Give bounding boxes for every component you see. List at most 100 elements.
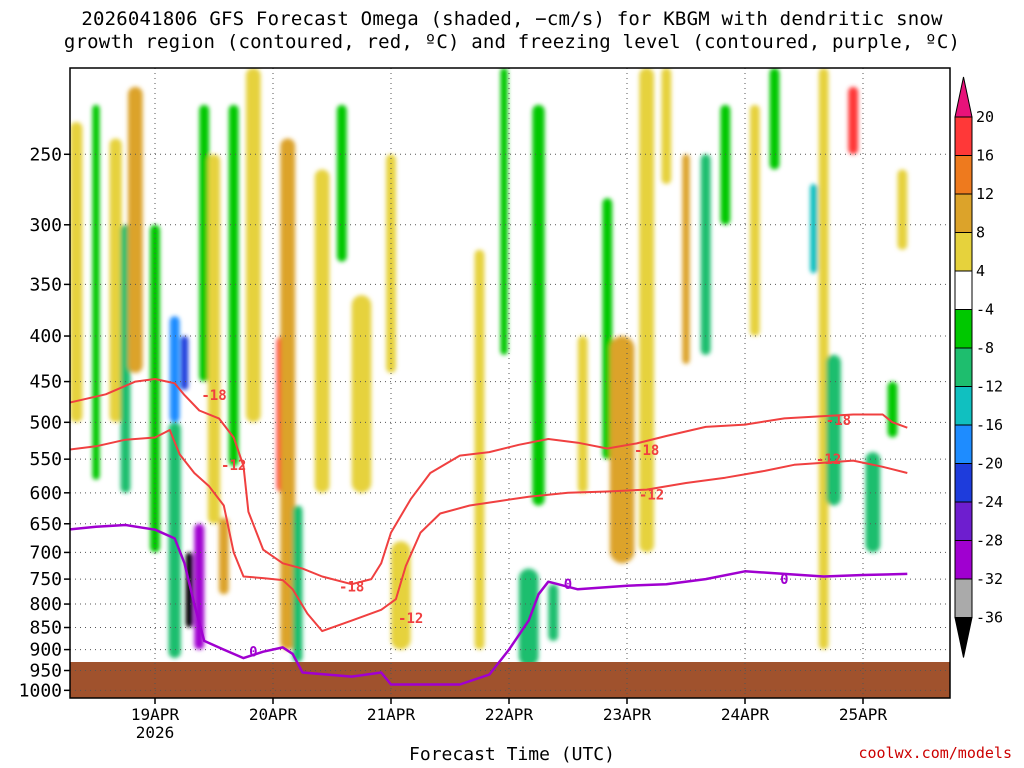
omega-cell (639, 68, 655, 553)
omega-cell (169, 316, 180, 423)
omega-cell (548, 584, 559, 641)
y-tick-label: 900 (29, 640, 62, 661)
colorbar-label: -16 (976, 416, 1003, 434)
colorbar-swatch (954, 347, 973, 387)
omega-cell (577, 336, 588, 493)
colorbar-swatch (954, 424, 973, 464)
x-tick-label: 21APR (367, 705, 416, 724)
omega-cell (92, 104, 100, 480)
omega-cell (292, 505, 303, 663)
dgz-minus12-label: -12 (639, 488, 664, 504)
omega-cell (826, 354, 841, 506)
colorbar-label: 12 (976, 185, 994, 203)
omega-cell (109, 138, 122, 423)
colorbar-swatch (954, 155, 973, 195)
colorbar-top-arrow (954, 76, 973, 118)
credit-text: coolwx.com/models (858, 744, 1012, 762)
omega-cell (887, 381, 898, 438)
colorbar-swatch (954, 501, 973, 541)
omega-cell (127, 86, 143, 373)
freezing-0-contour (70, 523, 908, 686)
dgz-minus12-label: -12 (221, 458, 246, 474)
omega-cell (199, 104, 210, 382)
colorbar-swatch (954, 578, 973, 618)
omega-cell (474, 249, 485, 650)
dgz-minus18-label: -18 (826, 413, 851, 429)
y-tick-label: 700 (29, 542, 62, 563)
omega-cell (180, 336, 189, 391)
omega-cell (336, 104, 347, 262)
colorbar-swatch (954, 193, 973, 233)
omega-cell (810, 184, 818, 274)
colorbar-swatch (954, 116, 973, 156)
colorbar-bottom-arrow (954, 617, 973, 658)
omega-cell (897, 169, 908, 250)
colorbar-label: -28 (976, 532, 1003, 550)
y-tick-label: 800 (29, 594, 62, 615)
colorbar-label: 4 (976, 262, 985, 280)
y-tick-label: 950 (29, 661, 62, 682)
y-axis: 2503003504004505005506006507007508008509… (19, 144, 70, 701)
y-tick-label: 300 (29, 215, 62, 236)
colorbar-label: -36 (976, 609, 1003, 627)
omega-cell (500, 68, 508, 355)
y-tick-label: 500 (29, 412, 62, 433)
omega-cell (314, 169, 330, 493)
omega-cell (848, 86, 859, 155)
colorbar-label: -12 (976, 378, 1003, 396)
omega-cell (609, 336, 635, 564)
omega-cell (245, 68, 261, 423)
x-tick-label: 24APR (721, 705, 770, 724)
colorbar-label: 16 (976, 147, 994, 165)
colorbar-label: -24 (976, 493, 1003, 511)
omega-cell (818, 68, 829, 650)
colorbar-swatch (954, 232, 973, 272)
colorbar-swatch (954, 463, 973, 503)
y-tick-label: 850 (29, 617, 62, 638)
colorbar-label: 20 (976, 108, 994, 126)
x-tick-label: 22APR (485, 705, 534, 724)
dgz-minus18-label: -18 (339, 579, 364, 595)
chart-title-line-2: growth region (contoured, red, ºC) and f… (63, 31, 961, 53)
omega-cell (661, 68, 672, 185)
y-tick-label: 350 (29, 274, 62, 295)
omega-cell (865, 452, 881, 553)
omega-shading (70, 68, 908, 667)
y-tick-label: 650 (29, 514, 62, 535)
y-tick-label: 1000 (19, 680, 62, 701)
omega-cell (218, 517, 229, 595)
omega-cell (749, 104, 760, 337)
dgz-minus12-label: -12 (398, 611, 423, 627)
x-tick-label: 25APR (839, 705, 888, 724)
ground-below-surface (70, 662, 950, 698)
omega-cell (70, 122, 83, 423)
omega-cell (700, 154, 711, 355)
omega-cell (280, 138, 296, 650)
omega-cell (532, 104, 545, 506)
plot-frame (69, 67, 951, 699)
dgz-minus12-label: -12 (816, 452, 841, 468)
dgz-minus12-contour (70, 429, 908, 633)
x-tick-label: 20APR (249, 705, 298, 724)
freezing-0-label: 0 (780, 572, 788, 588)
x-axis-label: Forecast Time (UTC) (409, 744, 615, 765)
freezing-0-label: 0 (564, 577, 572, 593)
chart-title-line-1: 2026041806 GFS Forecast Omega (shaded, −… (81, 8, 943, 30)
colorbar-label: 8 (976, 224, 985, 242)
omega-cell (769, 68, 780, 170)
dgz-minus18-label: -18 (634, 443, 659, 459)
y-tick-label: 450 (29, 372, 62, 393)
colorbar-label: -20 (976, 455, 1003, 473)
omega-cell (228, 104, 239, 467)
omega-cell (207, 154, 221, 524)
omega-cell (351, 295, 372, 493)
x-tick-label: 23APR (603, 705, 652, 724)
colorbar-swatch (954, 309, 973, 349)
colorbar-label: -8 (976, 339, 994, 357)
y-tick-label: 550 (29, 449, 62, 470)
colorbar-label: -4 (976, 301, 994, 319)
colorbar-swatch (954, 270, 973, 310)
colorbar-label: -32 (976, 570, 1003, 588)
ground-fill (70, 662, 950, 698)
